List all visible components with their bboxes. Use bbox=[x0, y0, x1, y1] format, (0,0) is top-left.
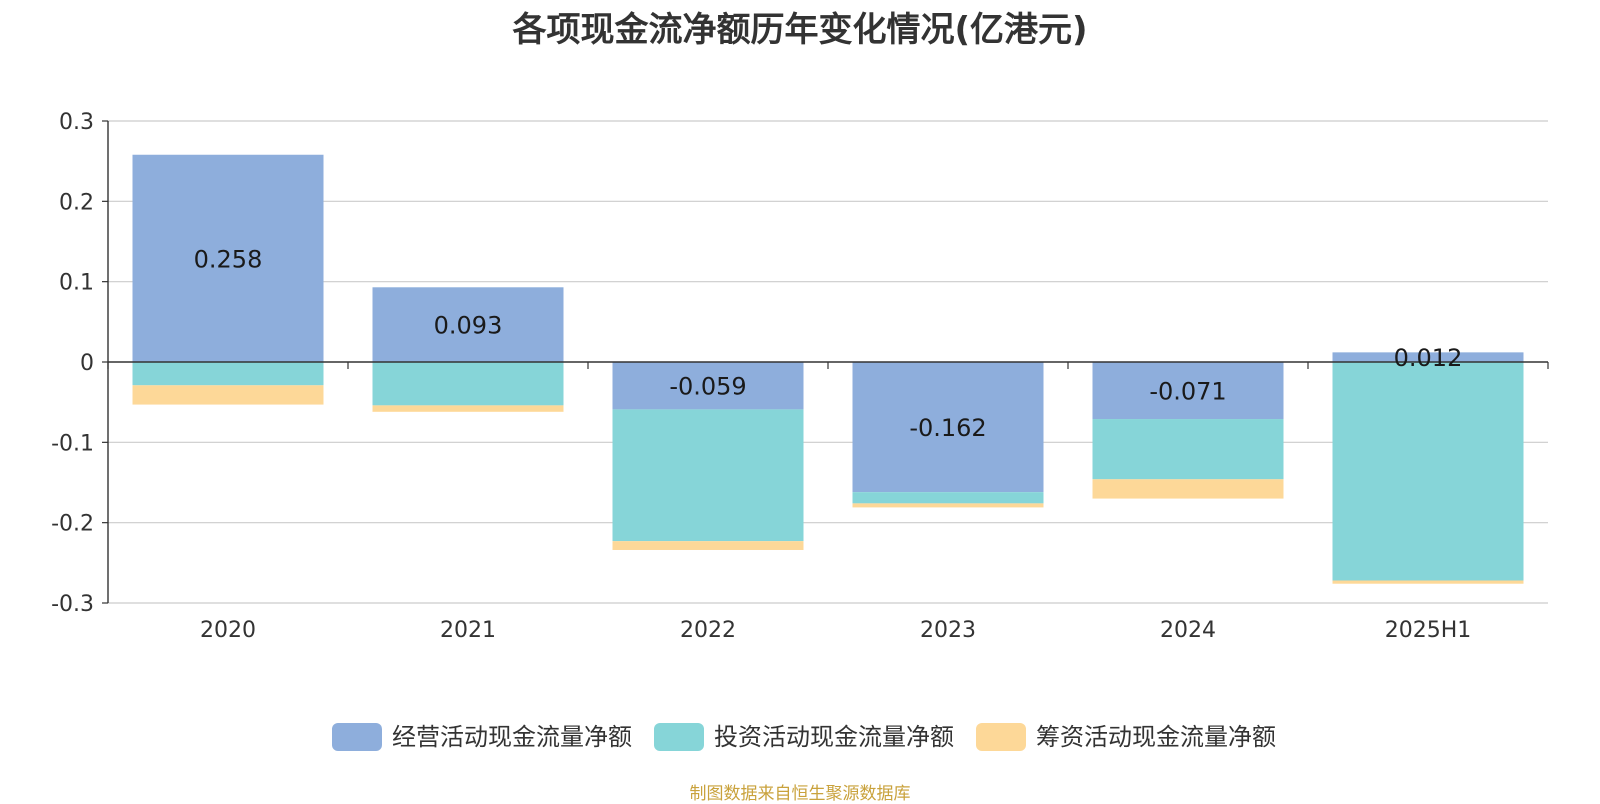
data-label: 0.012 bbox=[1394, 344, 1463, 372]
source-note: 制图数据来自恒生聚源数据库 bbox=[689, 784, 911, 804]
grid-lines bbox=[108, 120, 1548, 604]
y-tick-label: 0.2 bbox=[59, 190, 94, 215]
legend-swatch bbox=[332, 723, 382, 751]
bar-series2-2023[interactable] bbox=[852, 492, 1044, 504]
bar-series1-2023[interactable] bbox=[852, 362, 1044, 493]
bar-series3-2025H1[interactable] bbox=[1332, 580, 1524, 584]
legend-item-series3[interactable]: 筹资活动现金流量净额 bbox=[976, 723, 1276, 751]
axes: 0.3 0.2 0.1 0 -0.1 -0.2 -0.3 2020 2021 2022 2023 20… bbox=[51, 110, 1549, 643]
y-tick-label: 0 bbox=[80, 351, 94, 376]
y-tick-label: 0.3 bbox=[59, 110, 94, 135]
legend-item-series1[interactable]: 经营活动现金流量净额 bbox=[332, 723, 632, 751]
bar-series2-2021[interactable] bbox=[372, 362, 564, 406]
data-label: -0.162 bbox=[909, 414, 986, 442]
bar-series1-2021[interactable] bbox=[372, 287, 564, 362]
y-tick-label: -0.2 bbox=[51, 512, 94, 537]
y-tick-label: -0.3 bbox=[51, 592, 94, 617]
bar-series3-2022[interactable] bbox=[612, 541, 804, 550]
legend[interactable]: 经营活动现金流量净额 投资活动现金流量净额 筹资活动现金流量净额 bbox=[332, 723, 1276, 751]
bar-series3-2020[interactable] bbox=[132, 385, 324, 405]
y-tick-label: -0.1 bbox=[51, 431, 94, 456]
bar-series2-2024[interactable] bbox=[1092, 419, 1284, 480]
bar-series1-2025H1[interactable] bbox=[1332, 352, 1524, 362]
bars bbox=[132, 154, 1524, 584]
bar-series3-2023[interactable] bbox=[852, 503, 1044, 508]
bar-series1-2020[interactable] bbox=[132, 154, 324, 362]
x-tick-label: 2023 bbox=[920, 618, 976, 643]
x-tick-label: 2024 bbox=[1160, 618, 1216, 643]
data-labels: 0.258 0.093 -0.059 -0.162 -0.071 0.012 bbox=[194, 245, 1463, 442]
data-label: -0.071 bbox=[1149, 378, 1226, 406]
chart-title: 各项现金流净额历年变化情况(亿港元) bbox=[512, 10, 1088, 50]
data-label: 0.258 bbox=[194, 245, 263, 273]
x-tick-label: 2022 bbox=[680, 618, 736, 643]
x-tick-label: 2021 bbox=[440, 618, 496, 643]
data-label: 0.093 bbox=[434, 312, 503, 340]
legend-swatch bbox=[654, 723, 704, 751]
y-tick-label: 0.1 bbox=[59, 271, 94, 296]
bar-series3-2021[interactable] bbox=[372, 405, 564, 412]
bar-series2-2020[interactable] bbox=[132, 362, 324, 386]
bar-series1-2022[interactable] bbox=[612, 362, 804, 410]
bar-series2-2022[interactable] bbox=[612, 409, 804, 542]
legend-label: 筹资活动现金流量净额 bbox=[1036, 723, 1276, 751]
data-label: -0.059 bbox=[669, 373, 746, 401]
x-tick-label: 2020 bbox=[200, 618, 256, 643]
legend-swatch bbox=[976, 723, 1026, 751]
legend-label: 投资活动现金流量净额 bbox=[714, 723, 954, 751]
x-tick-label: 2025H1 bbox=[1385, 618, 1472, 643]
bar-series3-2024[interactable] bbox=[1092, 479, 1284, 499]
legend-label: 经营活动现金流量净额 bbox=[392, 723, 632, 751]
legend-item-series2[interactable]: 投资活动现金流量净额 bbox=[654, 723, 954, 751]
bar-series1-2024[interactable] bbox=[1092, 362, 1284, 420]
bar-series2-2025H1[interactable] bbox=[1332, 362, 1524, 581]
